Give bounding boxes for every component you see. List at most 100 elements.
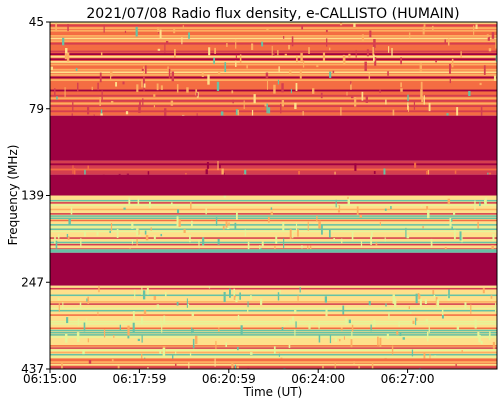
heatmap-speckle bbox=[294, 309, 297, 314]
heatmap-speckle bbox=[172, 354, 174, 359]
heatmap-speckle bbox=[426, 170, 428, 175]
heatmap-speckle bbox=[270, 211, 273, 216]
heatmap-stripe bbox=[50, 94, 497, 97]
heatmap-stripe bbox=[50, 248, 497, 250]
heatmap-speckle bbox=[387, 71, 389, 76]
heatmap-speckle bbox=[334, 361, 336, 369]
heatmap-speckle bbox=[475, 24, 478, 30]
heatmap-speckle bbox=[66, 317, 69, 324]
heatmap-speckle bbox=[261, 241, 264, 247]
heatmap-speckle bbox=[350, 83, 352, 90]
heatmap-speckle bbox=[243, 174, 246, 175]
heatmap-speckle bbox=[477, 221, 479, 229]
heatmap-speckle bbox=[394, 298, 397, 308]
heatmap-speckle bbox=[308, 323, 311, 329]
heatmap-band bbox=[50, 252, 497, 286]
heatmap-speckle bbox=[298, 170, 301, 175]
heatmap-speckle bbox=[292, 231, 294, 239]
heatmap-speckle bbox=[131, 239, 133, 245]
heatmap-speckle bbox=[373, 319, 376, 327]
heatmap-speckle bbox=[153, 94, 156, 97]
heatmap-speckle bbox=[279, 289, 281, 294]
heatmap-stripe bbox=[50, 305, 497, 308]
heatmap-speckle bbox=[220, 111, 224, 116]
heatmap-speckle bbox=[74, 168, 76, 175]
x-tick-label: 06:24:00 bbox=[291, 372, 345, 386]
heatmap-speckle bbox=[62, 302, 64, 309]
heatmap-speckle bbox=[359, 214, 362, 218]
heatmap-speckle bbox=[141, 68, 144, 71]
heatmap-speckle bbox=[260, 248, 262, 250]
heatmap-speckle bbox=[206, 162, 209, 169]
heatmap-speckle bbox=[232, 99, 234, 104]
heatmap-speckle bbox=[307, 245, 309, 250]
heatmap-speckle bbox=[88, 360, 92, 364]
heatmap-speckle bbox=[444, 247, 447, 250]
heatmap-speckle bbox=[243, 100, 245, 109]
heatmap-speckle bbox=[115, 82, 118, 87]
heatmap-speckle bbox=[225, 221, 228, 228]
heatmap-speckle bbox=[329, 334, 332, 344]
heatmap-stripe bbox=[50, 215, 497, 217]
heatmap-speckle bbox=[283, 35, 285, 39]
heatmap-speckle bbox=[411, 349, 414, 357]
heatmap-speckle bbox=[164, 108, 167, 116]
heatmap-speckle bbox=[137, 338, 140, 342]
heatmap-stripe bbox=[50, 213, 497, 215]
heatmap-speckle bbox=[157, 27, 160, 32]
heatmap-speckle bbox=[488, 172, 492, 175]
heatmap-speckle bbox=[297, 229, 299, 237]
heatmap-speckle bbox=[175, 363, 177, 366]
heatmap-speckle bbox=[125, 111, 129, 115]
heatmap-speckle bbox=[320, 92, 323, 99]
heatmap-speckle bbox=[281, 100, 285, 107]
heatmap-speckle bbox=[235, 60, 237, 67]
heatmap-speckle bbox=[87, 338, 90, 343]
heatmap-speckle bbox=[235, 38, 237, 49]
heatmap-speckle bbox=[308, 47, 310, 54]
heatmap-speckle bbox=[162, 347, 166, 357]
heatmap-speckle bbox=[322, 365, 324, 369]
heatmap-speckle bbox=[218, 327, 220, 332]
heatmap-speckle bbox=[128, 197, 131, 205]
heatmap-speckle bbox=[460, 51, 462, 58]
heatmap-speckle bbox=[236, 366, 239, 369]
heatmap-speckle bbox=[379, 337, 382, 347]
heatmap-speckle bbox=[189, 352, 192, 357]
heatmap-speckle bbox=[100, 113, 103, 116]
heatmap-speckle bbox=[198, 239, 200, 247]
heatmap-speckle bbox=[213, 57, 215, 65]
heatmap-speckle bbox=[156, 83, 159, 91]
heatmap-speckle bbox=[283, 238, 285, 249]
heatmap-speckle bbox=[414, 162, 417, 168]
heatmap-speckle bbox=[261, 41, 264, 47]
heatmap-speckle bbox=[268, 107, 271, 114]
heatmap-speckle bbox=[348, 319, 351, 324]
heatmap-speckle bbox=[456, 107, 459, 116]
heatmap-speckle bbox=[495, 38, 497, 49]
heatmap-stripe bbox=[50, 285, 497, 288]
heatmap-stripe bbox=[50, 204, 497, 206]
heatmap-speckle bbox=[118, 173, 121, 175]
heatmap-speckle bbox=[426, 331, 429, 342]
heatmap-speckle bbox=[390, 206, 392, 210]
heatmap-speckle bbox=[143, 310, 147, 315]
heatmap-stripe bbox=[50, 342, 497, 345]
heatmap-speckle bbox=[277, 50, 279, 56]
heatmap-speckle bbox=[288, 44, 290, 50]
heatmap-stripe bbox=[50, 287, 497, 290]
heatmap-speckle bbox=[453, 212, 456, 215]
heatmap-stripe bbox=[50, 301, 497, 303]
heatmap-speckle bbox=[65, 333, 68, 343]
heatmap-speckle bbox=[423, 95, 425, 105]
heatmap-speckle bbox=[223, 195, 227, 198]
heatmap-speckle bbox=[207, 74, 210, 85]
heatmap-stripe bbox=[50, 347, 497, 349]
heatmap-speckle bbox=[406, 234, 410, 239]
heatmap-speckle bbox=[143, 83, 146, 88]
heatmap-speckle bbox=[356, 206, 359, 215]
heatmap-speckle bbox=[134, 289, 136, 299]
heatmap-speckle bbox=[190, 220, 193, 227]
heatmap-speckle bbox=[400, 57, 402, 65]
y-tick-label: 437 bbox=[21, 362, 44, 376]
